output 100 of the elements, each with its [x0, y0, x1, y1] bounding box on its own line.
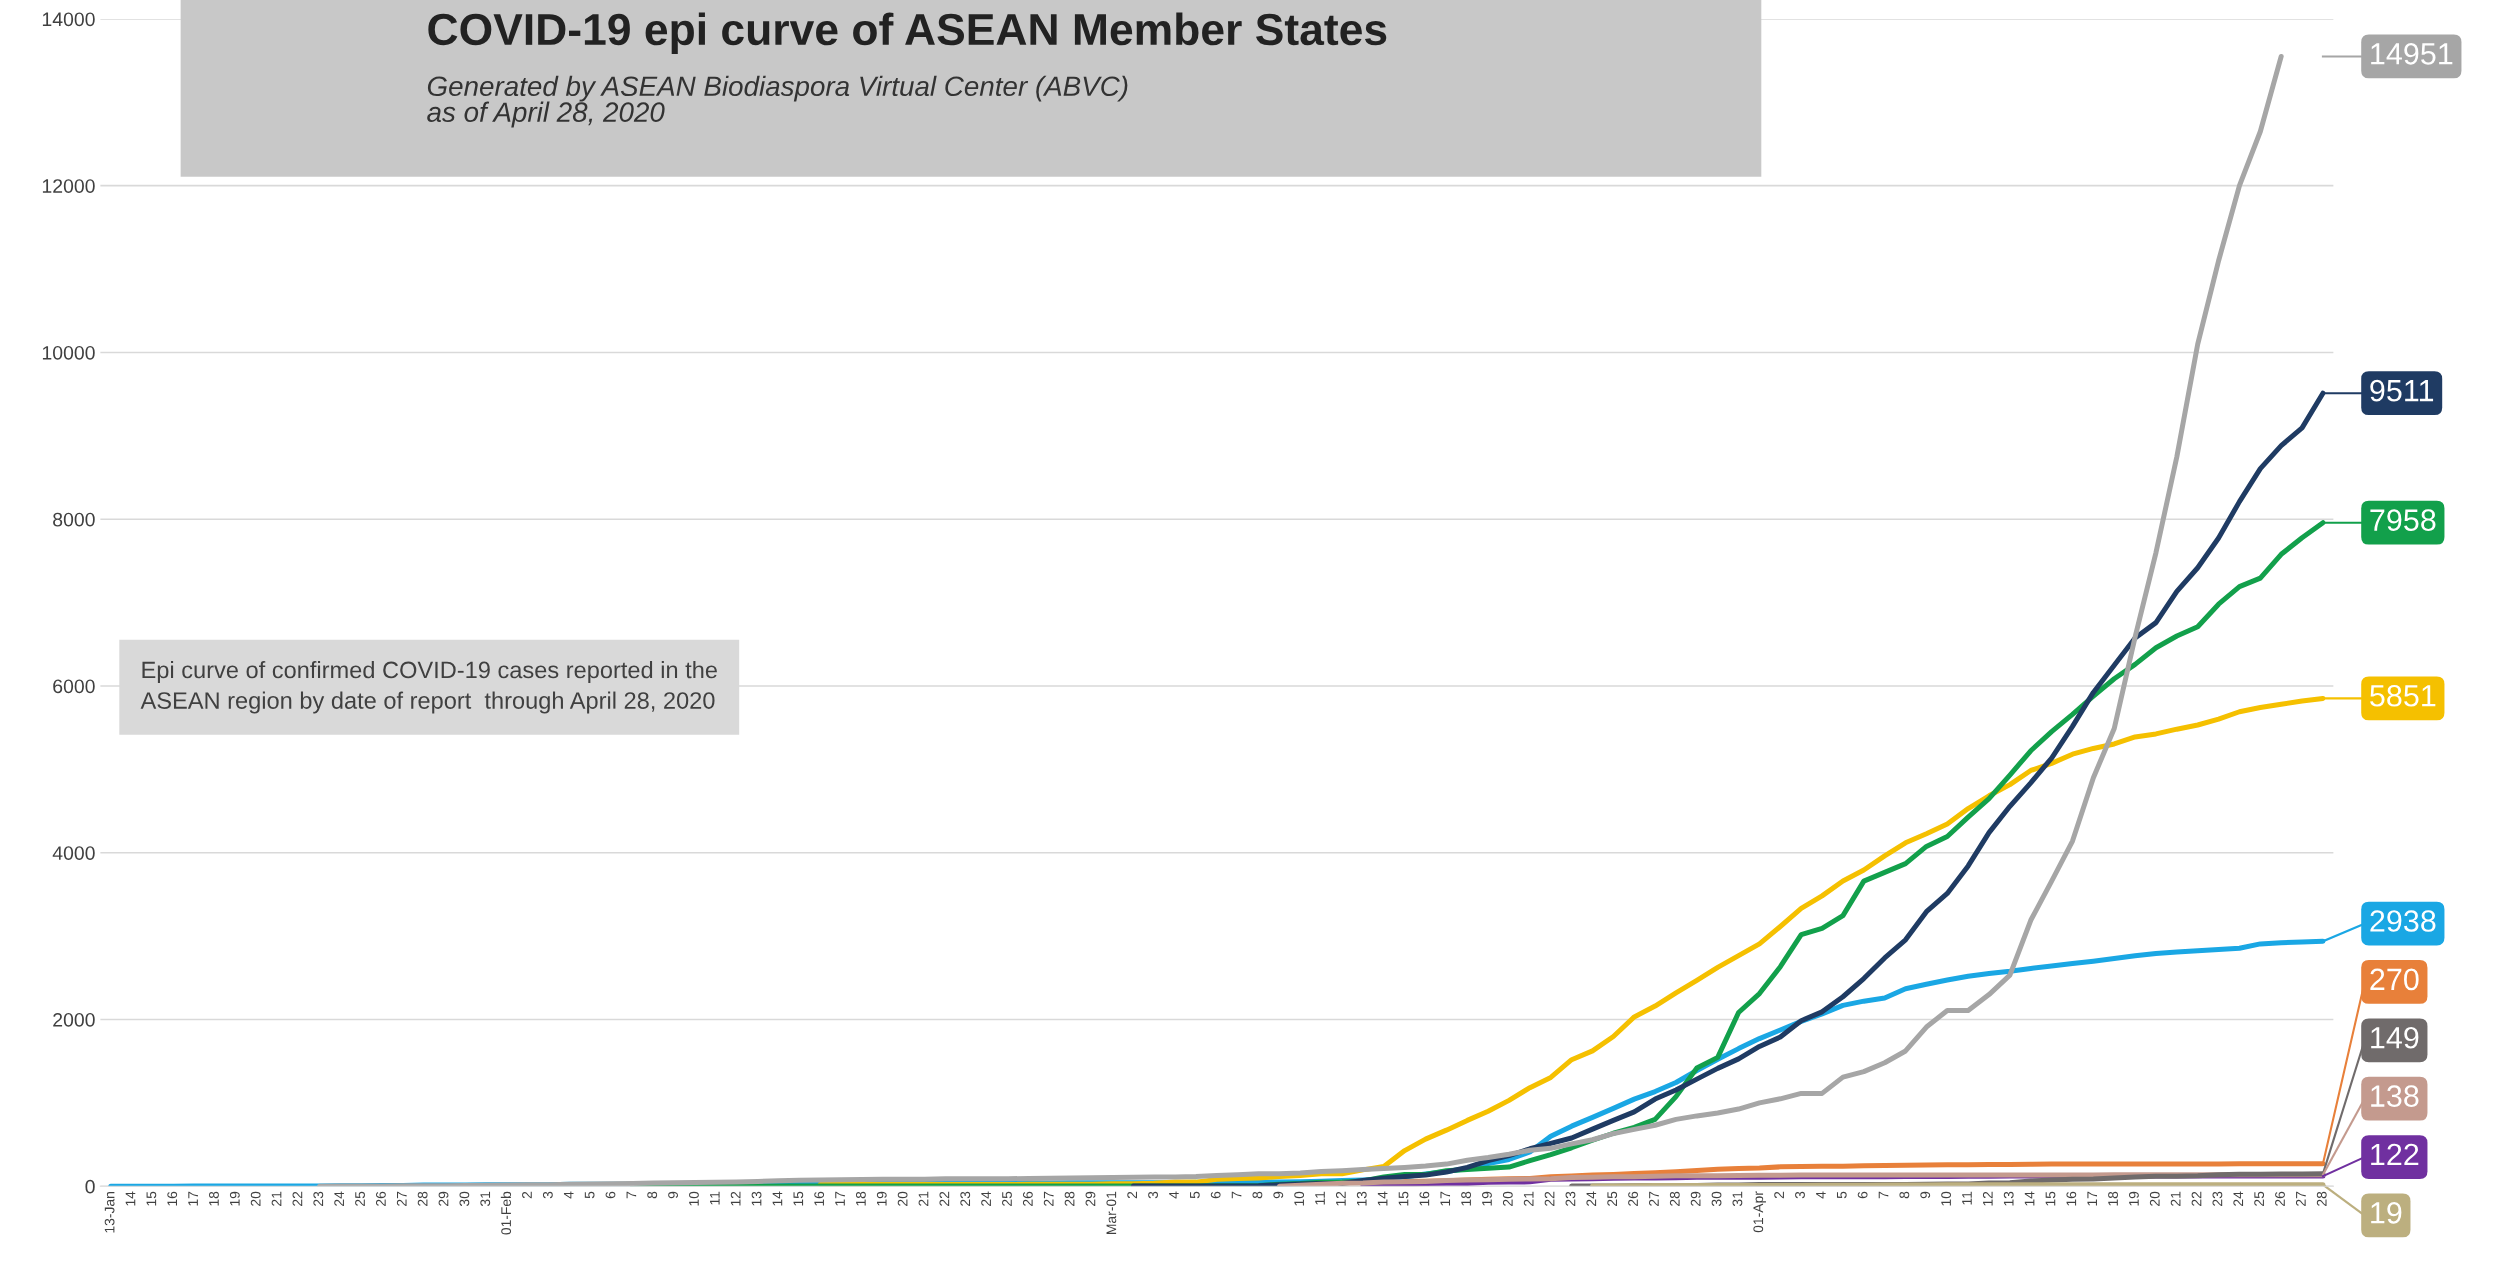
x-tick-label: 2 [522, 1191, 532, 1199]
x-tick-label: 26 [1628, 1191, 1638, 1206]
x-tick-label: 17 [835, 1191, 845, 1206]
x-tick-label: 26 [2275, 1191, 2285, 1206]
x-tick-label: 20 [1502, 1191, 1513, 1206]
y-tick-label: 6000 [53, 679, 95, 694]
x-tick-label: 4 [1169, 1191, 1179, 1199]
x-tick-label: 12 [730, 1191, 741, 1206]
x-tick-label: 23 [313, 1191, 324, 1206]
x-tick-label: 18 [1461, 1191, 1472, 1206]
x-tick-label: 3 [1148, 1191, 1158, 1199]
x-tick-label: 28 [1669, 1191, 1680, 1206]
x-tick-label: 14 [2024, 1191, 2035, 1206]
x-tick-label: 12 [1982, 1191, 1993, 1206]
data-label: 2938 [2370, 910, 2436, 932]
x-tick-label: 28 [1064, 1191, 1075, 1206]
x-tick-label: 19 [1482, 1191, 1492, 1206]
x-tick-label: 24 [981, 1191, 991, 1206]
x-tick-label: 9 [668, 1191, 678, 1199]
x-tick-label: 20 [250, 1191, 261, 1206]
x-tick-label: 4 [563, 1191, 574, 1199]
x-tick-label: 14 [125, 1191, 136, 1206]
x-tick-label: 22 [292, 1191, 303, 1206]
x-tick-label: 18 [855, 1191, 866, 1206]
x-tick-label: 2 [1127, 1191, 1137, 1199]
x-tick-label: 8 [647, 1191, 658, 1199]
x-tick-label: 27 [396, 1191, 407, 1206]
text: 14951 [2371, 43, 2453, 65]
x-tick-label: 29 [1690, 1191, 1701, 1206]
x-tick-label: 28 [2316, 1191, 2327, 1206]
x-tick-label: 15 [146, 1191, 157, 1206]
x-tick-label: 16 [167, 1191, 178, 1206]
y-tick-label: 0 [85, 1179, 95, 1194]
x-tick-label: 23 [1565, 1191, 1576, 1206]
x-tick-label: 11 [1315, 1191, 1325, 1205]
data-label: 270 [2370, 968, 2419, 991]
x-tick-label: 25 [1002, 1191, 1012, 1206]
x-tick-label: 11 [710, 1191, 720, 1205]
x-tick-label: 6 [1210, 1191, 1221, 1199]
x-tick-label: 5 [1836, 1191, 1847, 1199]
x-tick-label: 27 [2295, 1191, 2306, 1206]
x-tick-label: 2 [1774, 1191, 1784, 1199]
x-tick-label: 13-Jan [104, 1192, 115, 1233]
x-tick-label: 30 [459, 1191, 470, 1207]
x-tick-label: 15 [793, 1191, 804, 1206]
x-tick-label: 13 [2003, 1191, 2014, 1206]
x-tick-label: 10 [689, 1191, 699, 1206]
x-tick-label: 9 [1920, 1191, 1931, 1199]
x-tick-label: 26 [1022, 1191, 1033, 1206]
x-tick-label: 21 [2170, 1191, 2181, 1206]
x-tick-label: 22 [1544, 1191, 1555, 1206]
x-tick-label: 19 [2129, 1191, 2139, 1206]
x-tick-label: 14 [1377, 1191, 1388, 1206]
x-tick-label: 18 [2108, 1191, 2118, 1206]
y-tick-label: 8000 [53, 512, 95, 527]
data-label: 149 [2371, 1026, 2419, 1049]
x-tick-label: 17 [1440, 1191, 1451, 1206]
x-tick-label: 30 [1711, 1191, 1722, 1207]
x-tick-label: 01-Apr [1753, 1191, 1766, 1233]
x-tick-label: 29 [1085, 1191, 1096, 1206]
x-tick-label: 24 [1586, 1191, 1597, 1206]
x-tick-label: 19 [229, 1191, 240, 1206]
x-tick-label: 25 [2254, 1191, 2265, 1206]
x-tick-label: 7 [1878, 1191, 1889, 1199]
y-tick-label: 14000 [42, 12, 95, 27]
chart-title: COVID-19 epi curve of ASEAN Member States [428, 12, 1387, 55]
x-tick-label: 29 [438, 1191, 449, 1206]
y-tick-label: 12000 [42, 179, 95, 193]
x-tick-label: 21 [1523, 1191, 1534, 1206]
x-tick-label: 11 [1962, 1191, 1972, 1205]
x-tick-label: 12 [1335, 1191, 1346, 1206]
x-tick-label: 17 [2087, 1191, 2097, 1206]
x-tick-label: 7 [1231, 1191, 1242, 1199]
x-tick-label: 5 [1190, 1191, 1200, 1199]
x-tick-label: 27 [1649, 1191, 1659, 1206]
x-tick-label: 14 [772, 1191, 783, 1206]
x-tick-label: 8 [1899, 1191, 1910, 1199]
x-tick-label: 10 [1941, 1191, 1952, 1206]
x-tick-label: 19 [876, 1191, 887, 1206]
data-label: 7958 [2370, 509, 2436, 531]
x-tick-label: 23 [2212, 1191, 2223, 1206]
x-tick-label: 3 [542, 1191, 553, 1199]
x-tick-label: 22 [2191, 1191, 2202, 1206]
x-tick-label: 26 [375, 1191, 386, 1206]
x-tick-label: 9 [1273, 1191, 1284, 1199]
x-tick-label: 5 [584, 1191, 595, 1199]
x-tick-label: 31 [480, 1191, 491, 1207]
x-tick-label: 24 [2233, 1191, 2244, 1206]
x-tick-label: 6 [1857, 1191, 1868, 1199]
x-tick-label: 3 [1795, 1191, 1805, 1199]
x-tick-label: 8 [1252, 1191, 1263, 1199]
x-tick-label: Mar-01 [1106, 1191, 1117, 1234]
annotation: Epi curve of confirmed COVID-19 cases reported in the ASEAN region by date of report through April 28, 2020 [140, 660, 717, 714]
x-tick-label: 20 [897, 1191, 908, 1206]
y-tick-label: 10000 [42, 345, 95, 360]
x-tick-label: 13 [751, 1191, 762, 1206]
x-tick-label: 16 [814, 1191, 825, 1206]
x-tick-label: 21 [271, 1191, 282, 1206]
x-tick-label: 27 [1043, 1191, 1054, 1206]
x-tick-label: 25 [1607, 1191, 1618, 1206]
